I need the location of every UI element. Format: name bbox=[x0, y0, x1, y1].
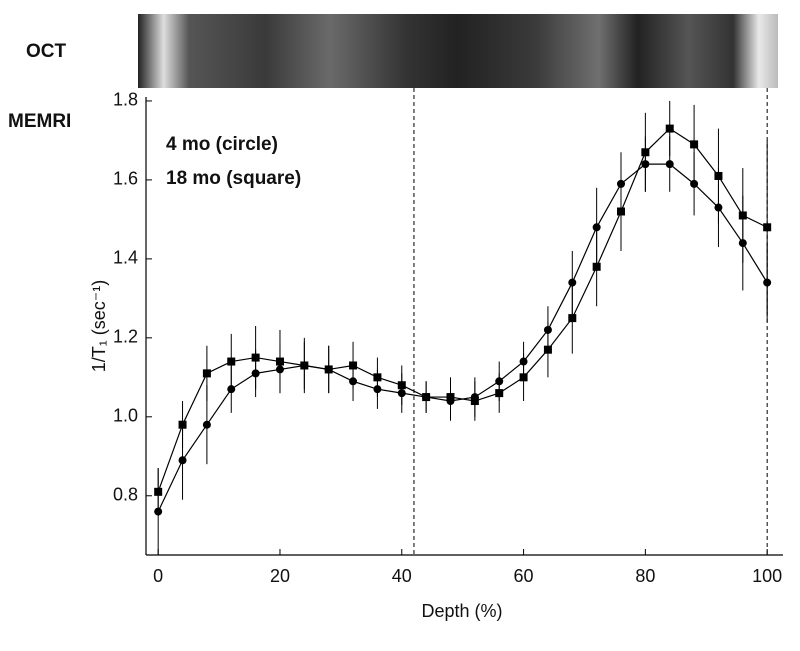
row-label: MEMRI bbox=[8, 111, 71, 132]
y-tick-label: 0.8 bbox=[113, 485, 138, 505]
marker bbox=[665, 160, 674, 169]
marker bbox=[202, 420, 211, 429]
marker bbox=[714, 171, 723, 180]
marker bbox=[202, 369, 211, 378]
marker bbox=[251, 353, 260, 362]
x-tick-label: 0 bbox=[153, 566, 163, 586]
marker bbox=[178, 456, 187, 465]
series-line bbox=[157, 163, 768, 512]
x-tick-label: 60 bbox=[514, 566, 534, 586]
x-tick-label: 80 bbox=[635, 566, 655, 586]
marker bbox=[373, 373, 382, 382]
oct-image bbox=[138, 14, 778, 88]
marker bbox=[300, 361, 309, 370]
marker bbox=[617, 207, 626, 216]
marker bbox=[275, 357, 284, 366]
y-tick-label: 1.8 bbox=[113, 90, 138, 110]
row-label: OCT bbox=[26, 41, 67, 62]
marker bbox=[568, 314, 577, 323]
y-tick-label: 1.0 bbox=[113, 406, 138, 426]
x-tick-label: 20 bbox=[270, 566, 290, 586]
legend-label: 4 mo (circle) bbox=[166, 134, 278, 155]
legend-label: 18 mo (square) bbox=[166, 168, 301, 189]
marker bbox=[470, 397, 479, 406]
marker bbox=[543, 345, 552, 354]
marker bbox=[495, 389, 504, 398]
y-axis-label: 1/T₁ (sec⁻¹) bbox=[89, 280, 109, 373]
marker bbox=[227, 357, 236, 366]
marker bbox=[738, 211, 747, 220]
series-line bbox=[157, 127, 768, 493]
y-tick-label: 1.2 bbox=[113, 327, 138, 347]
marker bbox=[154, 487, 163, 496]
x-axis-label: Depth (%) bbox=[421, 601, 502, 621]
marker bbox=[592, 262, 601, 271]
marker bbox=[665, 124, 674, 133]
marker bbox=[641, 148, 650, 157]
x-tick-label: 100 bbox=[752, 566, 782, 586]
marker bbox=[397, 381, 406, 390]
marker bbox=[446, 393, 455, 402]
marker bbox=[178, 420, 187, 429]
marker bbox=[690, 140, 699, 149]
x-tick-label: 40 bbox=[392, 566, 412, 586]
y-tick-label: 1.4 bbox=[113, 248, 138, 268]
y-tick-label: 1.6 bbox=[113, 169, 138, 189]
marker bbox=[763, 223, 772, 232]
marker bbox=[349, 361, 358, 370]
marker bbox=[422, 393, 431, 402]
marker bbox=[324, 365, 333, 374]
marker bbox=[519, 373, 528, 382]
